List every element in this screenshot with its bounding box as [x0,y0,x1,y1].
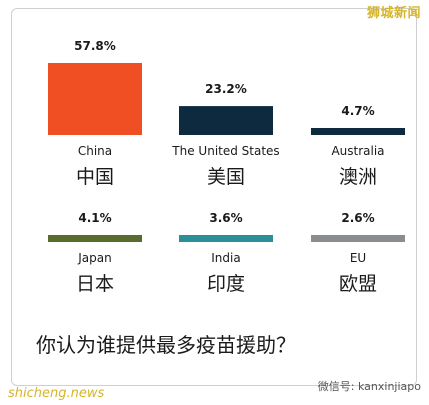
bar-india [179,235,273,242]
value-label: 4.7% [341,104,375,118]
category-label-en: China [77,144,113,158]
survey-question: 你认为谁提供最多疫苗援助？ [36,333,296,357]
bar-australia [311,128,405,135]
value-label: 23.2% [205,82,247,97]
watermark-logo-text: 狮城新闻 [366,6,421,21]
bar-the-united-states [179,106,273,135]
bar-eu [311,235,405,242]
category-label-en: India [211,251,241,265]
category-label-en: EU [349,251,367,265]
category-label-en: Australia [331,144,385,158]
category-label-zh: 澳洲 [338,166,377,188]
category-label-en: Japan [78,251,112,265]
value-label: 3.6% [209,211,243,225]
value-label: 4.1% [78,211,112,225]
value-label: 57.8% [74,39,116,53]
category-label-zh: 印度 [206,273,245,295]
category-label-en: The United States [172,144,280,158]
bar-china [48,63,142,135]
category-label-zh: 中国 [75,166,114,188]
category-label-zh: 欧盟 [338,273,377,295]
value-label: 2.6% [341,211,375,225]
watermark-site: shicheng.news [8,386,105,401]
bar-japan [48,235,142,242]
category-label-zh: 美国 [206,166,245,188]
category-label-zh: 日本 [75,273,114,295]
watermark-wechat: 微信号: kanxinjiapo [317,380,421,393]
